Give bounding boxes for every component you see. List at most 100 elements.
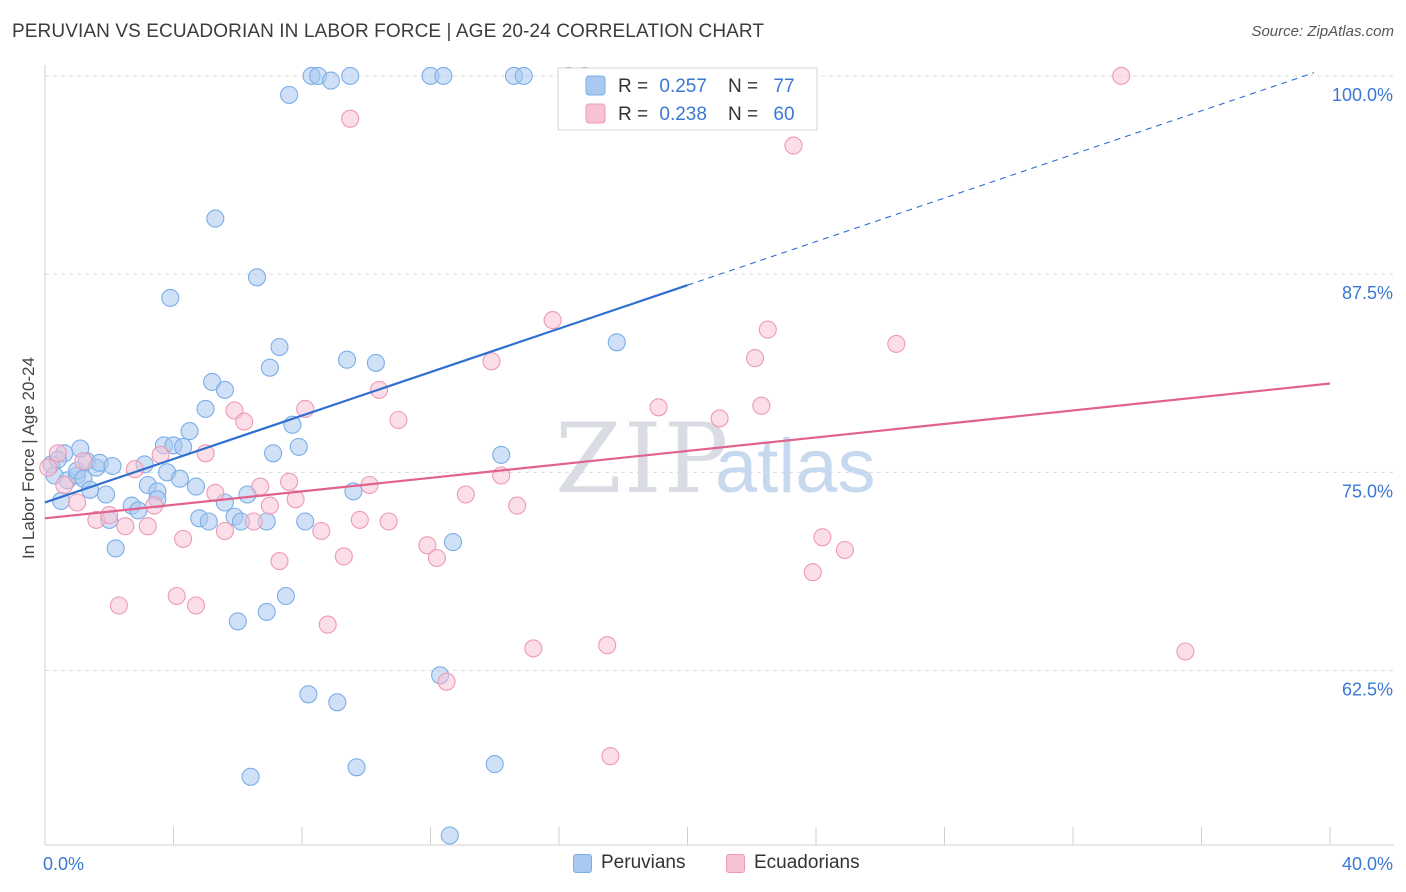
- data-points: [39, 66, 1195, 845]
- ecuadorians-point-54: [803, 563, 822, 582]
- legend-n-value-1: 77: [773, 76, 794, 97]
- ecuadorians-point-22: [251, 477, 270, 496]
- peruvians-point-52: [296, 512, 315, 531]
- legend-label-peruvians: Peruvians: [601, 852, 686, 873]
- ecuadorians-point-50: [745, 349, 765, 368]
- peruvians-trend-extension: [687, 72, 1315, 286]
- y-tick-label-1: 87.5%: [1342, 283, 1393, 303]
- peruvians-point-59: [341, 66, 360, 85]
- peruvians-point-56: [321, 71, 340, 90]
- peruvians-point-68: [485, 755, 504, 774]
- peruvians-point-71: [514, 66, 533, 85]
- trend-lines: [44, 72, 1331, 520]
- peruvians-trend-line: [44, 284, 688, 504]
- peruvians-point-28: [180, 422, 199, 441]
- ecuadorians-point-51: [752, 396, 771, 415]
- ecuadorians-swatch: [726, 853, 745, 873]
- peruvians-point-41: [241, 767, 260, 786]
- legend-swatch-ecuadorians: [585, 103, 606, 124]
- legend-r-value-1: 0.257: [659, 76, 707, 97]
- ecuadorians-point-15: [186, 596, 206, 615]
- peruvians-point-15: [106, 539, 125, 558]
- peruvians-point-33: [203, 372, 222, 391]
- ecuadorians-point-32: [350, 510, 369, 529]
- ecuadorians-point-3: [68, 493, 87, 512]
- ecuadorians-point-31: [341, 109, 360, 128]
- ecuadorians-point-48: [649, 398, 668, 417]
- x-tick-labels: 0.0% 40.0%: [43, 854, 1393, 874]
- legend-item-ecuadorians[interactable]: Ecuadorians: [726, 852, 860, 874]
- ecuadorians-point-2: [55, 475, 74, 495]
- ecuadorians-point-49: [710, 409, 729, 428]
- ecuadorians-point-59: [1176, 642, 1195, 661]
- peruvians-point-26: [170, 469, 189, 488]
- stats-legend: R = 0.257 N = 77 R = 0.238 N = 60: [557, 67, 818, 131]
- ecuadorians-point-24: [270, 552, 289, 571]
- x-tick-label-0: 0.0%: [43, 854, 84, 874]
- peruvians-point-24: [161, 288, 180, 307]
- ecuadorians-point-52: [758, 320, 777, 339]
- peruvians-point-51: [289, 437, 308, 456]
- peruvians-point-17: [129, 501, 148, 520]
- ecuadorians-point-1: [48, 444, 67, 463]
- ecuadorians-point-45: [543, 311, 562, 330]
- watermark-atlas: atlas: [715, 424, 876, 509]
- peruvians-point-31: [196, 399, 215, 418]
- ecuadorians-point-44: [524, 639, 543, 658]
- ecuadorians-point-41: [482, 352, 501, 371]
- ecuadorians-point-35: [379, 512, 398, 531]
- y-tick-labels: 100.0% 87.5% 75.0% 62.5%: [1332, 85, 1393, 700]
- peruvians-point-14: [103, 456, 122, 476]
- ecuadorians-point-20: [235, 412, 254, 431]
- ecuadorians-point-18: [215, 521, 234, 541]
- peruvians-point-69: [492, 445, 511, 464]
- peruvians-point-67: [443, 533, 463, 552]
- legend-n-label-1: N =: [728, 76, 758, 97]
- peruvians-point-48: [276, 586, 295, 606]
- peruvians-point-66: [440, 826, 459, 845]
- ecuadorians-point-21: [244, 512, 263, 531]
- peruvians-point-58: [337, 350, 357, 369]
- axes: [44, 65, 1394, 846]
- series-ecuadorians: [39, 66, 1195, 766]
- peruvians-point-42: [247, 268, 267, 287]
- ecuadorians-point-29: [318, 615, 337, 634]
- svg-text:R = 0.238 N =: R = 0.238 N = 60: [618, 104, 795, 125]
- peruvians-point-38: [228, 612, 247, 631]
- ecuadorians-point-40: [456, 485, 475, 504]
- ecuadorians-point-30: [334, 547, 353, 566]
- gridlines: [45, 75, 1394, 672]
- peruvians-point-45: [260, 358, 279, 377]
- watermark: ZIP atlas: [555, 403, 876, 515]
- peruvians-point-34: [206, 209, 225, 228]
- ecuadorians-point-57: [887, 334, 906, 353]
- ecuadorians-point-0: [39, 458, 58, 477]
- legend-n-value-2: 60: [773, 104, 794, 125]
- legend-label-ecuadorians: Ecuadorians: [754, 852, 860, 873]
- peruvians-point-53: [299, 685, 318, 704]
- ecuadorians-point-37: [418, 536, 437, 555]
- ecuadorians-point-4: [74, 452, 93, 471]
- legend-item-peruvians[interactable]: Peruvians: [573, 852, 686, 874]
- svg-text:R = 0.257 N =: R = 0.257 N = 77: [618, 76, 795, 97]
- series-legend: Peruvians Ecuadorians: [0, 852, 1406, 878]
- ecuadorians-point-7: [109, 596, 128, 615]
- peruvians-swatch: [573, 853, 592, 873]
- y-tick-label-3: 62.5%: [1342, 680, 1393, 700]
- peruvians-point-61: [347, 758, 366, 777]
- peruvians-point-12: [96, 485, 116, 504]
- watermark-zip: ZIP: [555, 403, 730, 515]
- ecuadorians-point-53: [784, 136, 803, 155]
- chart-title: PERUVIAN VS ECUADORIAN IN LABOR FORCE | …: [12, 21, 765, 42]
- series-peruvians: [42, 66, 626, 845]
- ecuadorians-point-56: [835, 540, 854, 560]
- ecuadorians-point-23: [260, 496, 279, 515]
- peruvians-point-47: [270, 337, 289, 357]
- ecuadorians-point-43: [508, 496, 527, 515]
- peruvians-point-46: [264, 444, 283, 463]
- legend-swatch-peruvians: [585, 75, 606, 96]
- ecuadorians-point-10: [138, 517, 157, 536]
- peruvians-point-32: [199, 512, 218, 531]
- peruvians-point-29: [186, 477, 206, 496]
